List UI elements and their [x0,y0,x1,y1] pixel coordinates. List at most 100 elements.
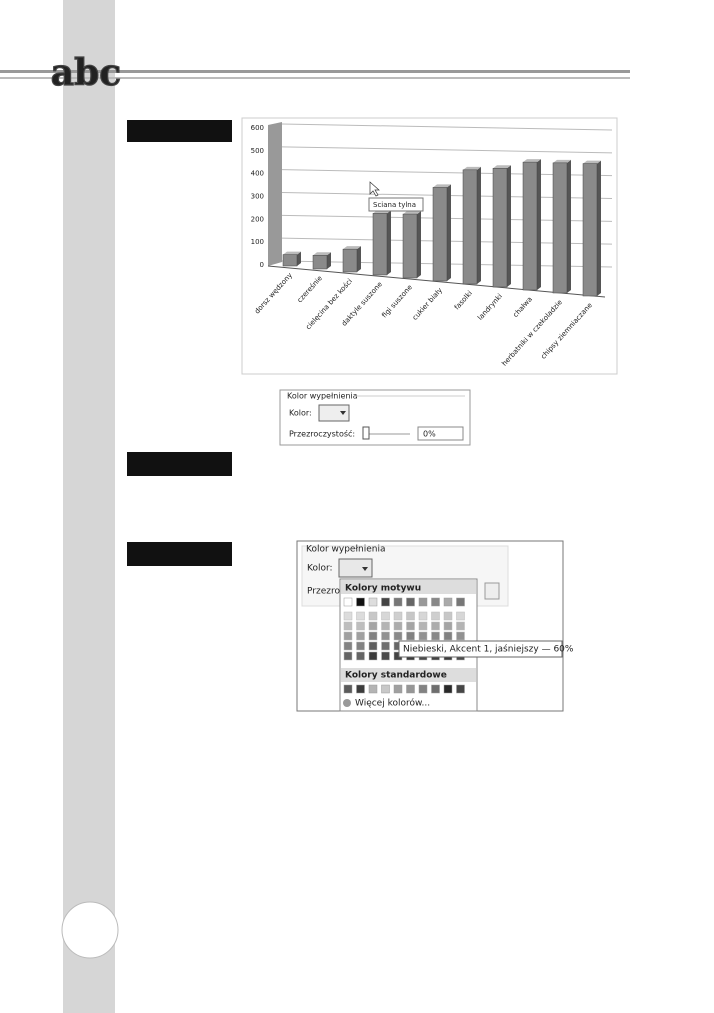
swatch [343,651,353,661]
dropdown-arrow [362,567,368,571]
bar-side [597,160,601,296]
bar-top [463,166,481,170]
swatch [343,611,353,621]
y-tick-label: 300 [251,193,264,201]
grid-line [281,123,613,131]
header-line [0,77,630,79]
bar-side [357,246,361,272]
swatch [431,684,440,694]
more-colors[interactable]: Więcej kolorów... [355,698,430,709]
bar [402,213,418,279]
bar [492,168,508,288]
swatch [393,621,403,631]
label-box [127,120,232,142]
section-title: Kolory motywu [345,584,421,594]
bar-top [583,160,601,164]
swatch [418,631,428,641]
swatch [381,631,390,641]
swatch [356,631,365,641]
swatch [381,611,390,621]
bar-top [433,184,451,188]
bar-side [417,211,421,278]
bar-side [387,210,391,275]
group-title: Kolor wypełnienia [306,545,385,555]
tooltip-text: Sciana tylna [373,201,416,209]
bar [462,169,478,285]
swatch [443,597,453,607]
swatch [393,611,403,621]
swatch [381,641,390,651]
bar-top [283,251,301,255]
bar-side [447,184,451,281]
bar-side [567,159,571,293]
swatch [431,597,440,607]
bar-side [537,159,541,290]
swatch [368,597,378,607]
label-box [127,542,232,566]
swatch [443,611,453,621]
swatch [431,611,440,621]
bar-side [297,251,301,266]
swatch [381,684,390,694]
swatch [368,651,378,661]
bar [432,187,448,282]
swatch [343,631,353,641]
dropdown-arrow [340,411,346,415]
swatch [443,631,453,641]
swatch [356,597,365,607]
swatch [456,611,465,621]
swatch [356,621,365,631]
spin-box[interactable] [417,426,464,441]
bar-top [343,246,361,250]
swatch [356,684,365,694]
tooltip-text: Niebieski, Akcent 1, jaśniejszy — 60% [403,644,574,655]
swatch [393,631,403,641]
swatch [368,684,378,694]
section-title: Kolory standardowe [345,671,447,681]
swatch [343,684,353,694]
swatch [393,684,403,694]
bar-top [493,165,511,169]
bar [372,213,388,276]
swatch [356,641,365,651]
floor-edge [267,265,606,298]
swatch [456,631,465,641]
side-wall [268,122,282,266]
y-tick-label: 600 [251,124,264,132]
color-button[interactable] [318,404,350,422]
bar [282,254,298,267]
swatch [431,631,440,641]
swatch [381,621,390,631]
swatch [406,684,415,694]
tooltip [398,640,563,658]
spin-value: 0% [423,430,436,439]
logo: abc [51,52,121,94]
swatch [406,597,415,607]
color-label: Kolor: [289,409,312,418]
header-line [0,70,630,73]
bar-side [507,165,511,287]
bar-top [403,211,421,215]
color-button[interactable] [338,558,373,578]
section-header [341,668,476,682]
swatch [343,621,353,631]
swatch [368,621,378,631]
spin-button[interactable] [484,582,500,600]
swatch [393,597,403,607]
swatch [418,597,428,607]
swatch [418,611,428,621]
more-colors-icon [343,699,351,707]
swatch [406,621,415,631]
bar-top [313,252,331,256]
slider-thumb[interactable] [362,426,370,440]
bar [522,161,538,291]
label-box [127,452,232,476]
swatch [381,597,390,607]
swatch [431,621,440,631]
page-circle [61,901,119,959]
swatch [418,621,428,631]
section-header [341,580,476,594]
swatch [368,631,378,641]
bar [552,162,568,294]
